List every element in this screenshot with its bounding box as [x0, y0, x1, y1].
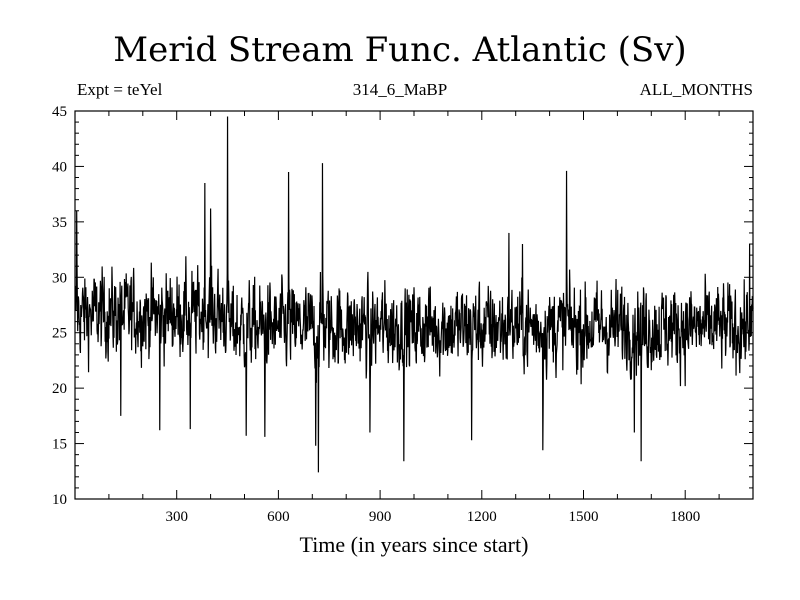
chart-title: Merid Stream Func. Atlantic (Sv) [113, 30, 687, 70]
x-tick-label: 300 [165, 509, 188, 525]
x-tick-label: 900 [369, 509, 392, 525]
y-tick-label: 15 [52, 437, 67, 453]
x-tick-label: 600 [267, 509, 290, 525]
y-tick-label: 25 [52, 326, 67, 342]
months-label: ALL_MONTHS [639, 80, 753, 99]
y-tick-label: 20 [52, 381, 67, 397]
x-tick-label: 1200 [467, 509, 497, 525]
y-tick-label: 30 [52, 270, 67, 286]
y-tick-label: 10 [52, 492, 67, 508]
y-tick-label: 45 [52, 104, 67, 120]
x-tick-label: 1800 [670, 509, 700, 525]
experiment-label: Expt = teYel [77, 80, 163, 99]
y-tick-label: 40 [52, 159, 67, 175]
axes-layer: 300 600 900 1200 1500 1800 10 15 20 25 30 35 40 45 [52, 104, 754, 525]
series-line [74, 116, 754, 473]
x-axis-label: Time (in years since start) [299, 532, 529, 557]
run-label: 314_6_MaBP [352, 80, 448, 99]
x-tick-label: 1500 [569, 509, 599, 525]
series-layer [74, 116, 754, 473]
y-tick-label: 35 [52, 215, 67, 231]
